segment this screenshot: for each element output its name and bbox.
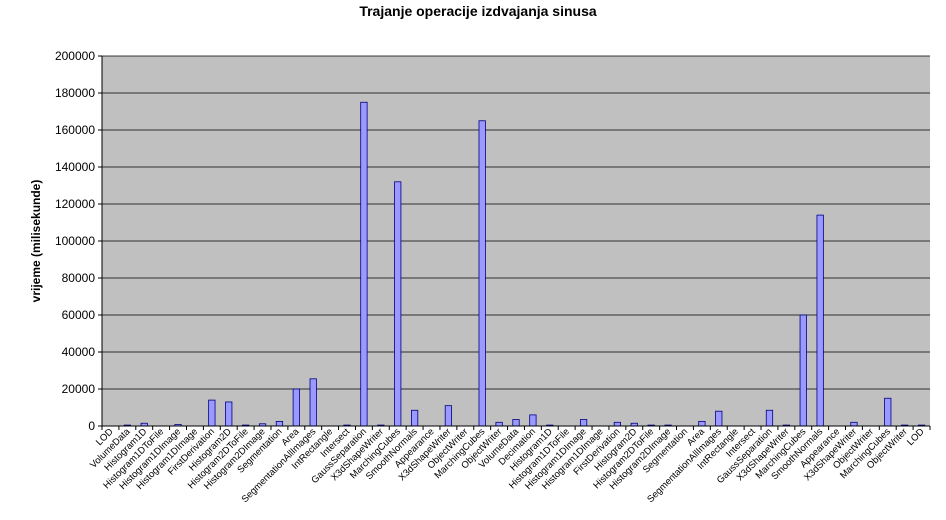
chart-title: Trajanje operacije izdvajanja sinusa (359, 3, 597, 19)
bar (698, 420, 706, 427)
y-tick-label: 140000 (55, 160, 95, 174)
bar (478, 120, 486, 427)
y-tick-label: 40000 (62, 345, 96, 359)
y-tick-label: 0 (88, 419, 95, 433)
bar (715, 410, 723, 427)
y-tick-label: 20000 (62, 382, 96, 396)
bar (529, 414, 537, 427)
x-tick-label: LOD (905, 426, 927, 448)
bar (309, 378, 317, 427)
bar (444, 405, 453, 427)
bar (225, 401, 233, 427)
y-tick-label: 120000 (55, 197, 95, 211)
y-axis-label: vrijeme (milisekunde) (29, 180, 43, 303)
bar (799, 314, 807, 427)
y-tick-labels: 0 20000 40000 60000 80000 100000 120000 140000 1… (55, 49, 102, 433)
bar (765, 409, 774, 427)
bar (275, 420, 284, 427)
y-tick-label: 60000 (62, 308, 96, 322)
bar (495, 421, 503, 427)
bar (579, 419, 588, 427)
gridlines (102, 55, 930, 390)
y-tick-label: 200000 (55, 49, 95, 63)
bar (512, 419, 520, 427)
bar (410, 409, 419, 427)
bars (123, 101, 926, 427)
bar (394, 181, 402, 427)
y-tick-label: 100000 (55, 234, 95, 248)
y-tick-label: 180000 (55, 86, 95, 100)
bar (884, 397, 892, 427)
bar (850, 421, 858, 427)
bar (360, 101, 368, 427)
bar (613, 421, 621, 427)
y-tick-label: 160000 (55, 123, 95, 137)
bar (816, 214, 824, 427)
x-tick-labels: LODVolumeDataHistogram1DHistogram1DToFil… (88, 426, 931, 505)
bar (208, 399, 216, 427)
y-tick-label: 80000 (62, 271, 96, 285)
bar (292, 388, 300, 427)
